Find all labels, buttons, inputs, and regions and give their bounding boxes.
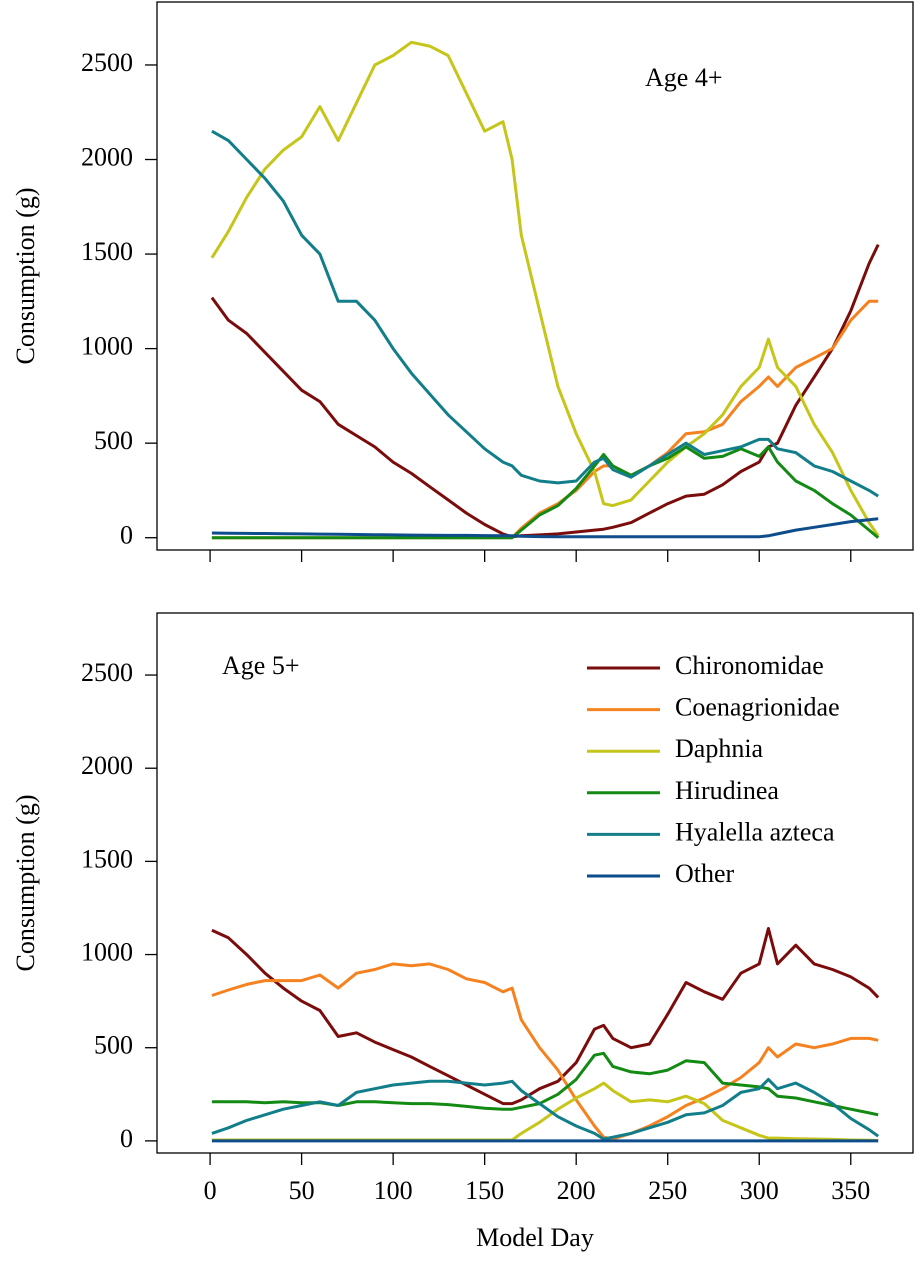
y-tick-label: 500	[94, 1031, 133, 1060]
y-tick-label: 2500	[81, 658, 133, 687]
y-axis-label: Consumption (g)	[11, 795, 40, 972]
series-line	[210, 243, 880, 539]
y-tick-label: 1500	[81, 844, 133, 873]
legend-label: Hyalella azteca	[675, 817, 835, 846]
legend-label: Daphnia	[675, 734, 764, 763]
y-tick-label: 0	[120, 521, 133, 550]
x-tick-label: 100	[374, 1176, 413, 1205]
y-tick-label: 1500	[81, 237, 133, 266]
legend-label: Hirudinea	[675, 776, 779, 805]
x-tick-label: 200	[557, 1176, 596, 1205]
plot-frame	[156, 1, 914, 551]
plot-frame	[156, 612, 914, 1154]
y-tick-label: 1000	[81, 332, 133, 361]
legend-label: Coenagrionidae	[675, 693, 840, 722]
series-line	[211, 962, 879, 1141]
panel-annotation: Age 4+	[645, 63, 722, 92]
y-tick-label: 2000	[81, 751, 133, 780]
x-tick-label: 0	[204, 1176, 217, 1205]
legend-label: Chironomidae	[675, 651, 824, 680]
legend-label: Other	[675, 859, 735, 888]
series-line	[211, 1077, 880, 1141]
y-tick-label: 0	[120, 1124, 133, 1153]
y-tick-label: 2000	[81, 142, 133, 171]
y-tick-label: 500	[94, 426, 133, 455]
y-axis-label: Consumption (g)	[11, 188, 40, 365]
series-line	[211, 1081, 879, 1142]
y-tick-label: 2500	[81, 48, 133, 77]
x-tick-label: 250	[648, 1176, 687, 1205]
series-line	[211, 1051, 879, 1117]
x-tick-label: 350	[831, 1176, 870, 1205]
x-tick-label: 150	[465, 1176, 504, 1205]
series-line	[211, 445, 880, 540]
x-axis-label: Model Day	[476, 1223, 594, 1252]
panel-annotation: Age 5+	[222, 651, 299, 680]
series-line	[211, 927, 880, 1106]
series-line	[211, 129, 879, 498]
x-tick-label: 300	[740, 1176, 779, 1205]
x-tick-label: 50	[289, 1176, 315, 1205]
y-tick-label: 1000	[81, 938, 133, 967]
series-line	[210, 40, 880, 537]
series-line	[211, 517, 879, 539]
